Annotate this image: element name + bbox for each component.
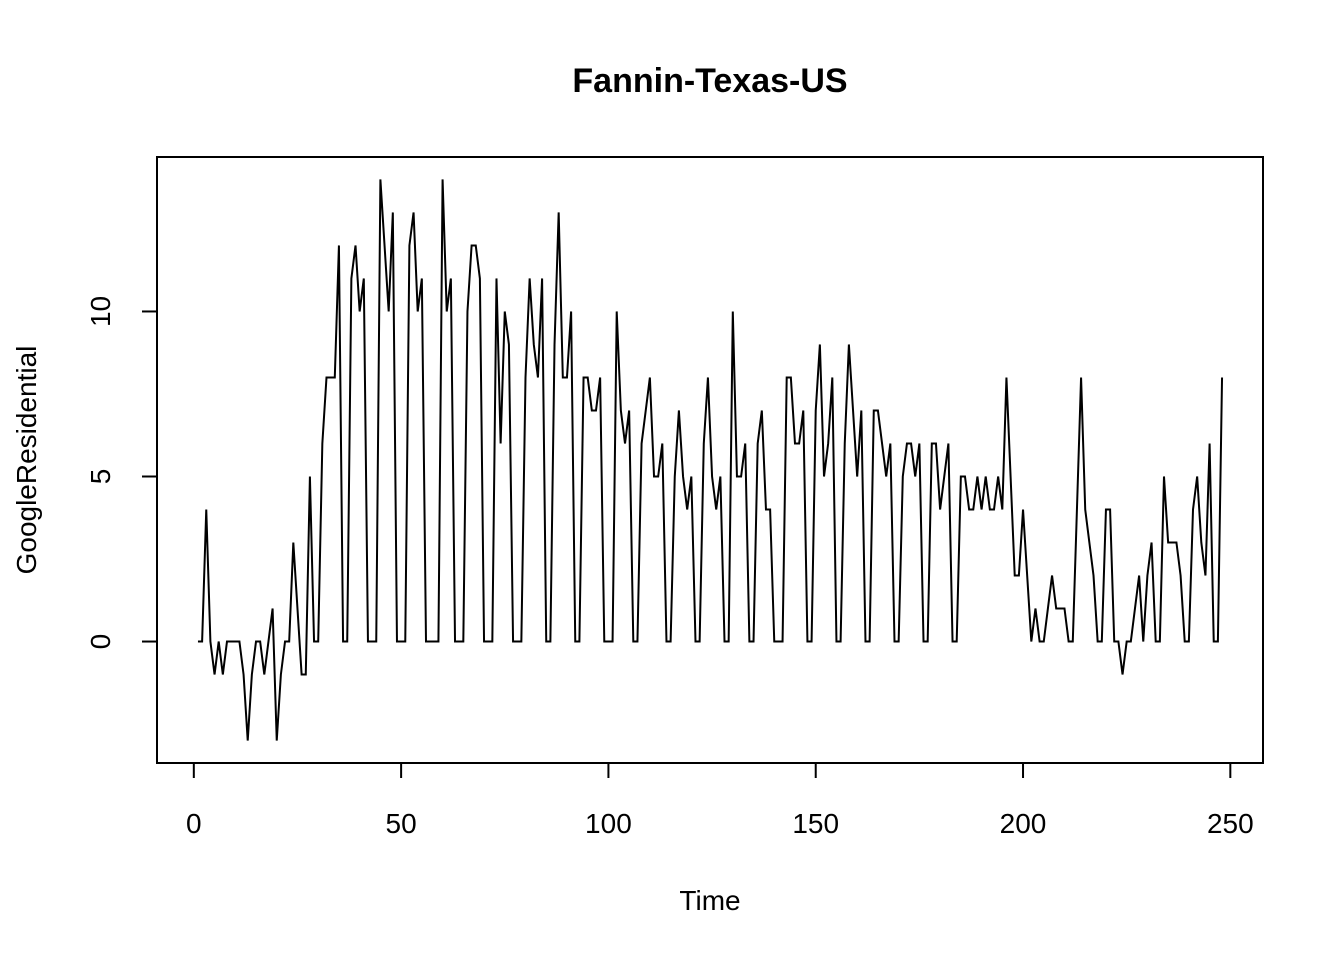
x-tick-label: 0: [186, 808, 202, 839]
x-tick-label: 50: [386, 808, 417, 839]
x-tick-label: 250: [1207, 808, 1254, 839]
y-tick-label: 0: [85, 634, 116, 650]
data-line: [197, 179, 1224, 741]
y-tick-label: 10: [85, 296, 116, 327]
y-tick-label: 5: [85, 469, 116, 485]
x-axis-label: Time: [679, 885, 740, 916]
x-tick-label: 100: [585, 808, 632, 839]
x-tick-label: 150: [792, 808, 839, 839]
y-axis-label: GoogleResidential: [11, 346, 42, 575]
chart-title: Fannin-Texas-US: [572, 62, 847, 100]
x-tick-label: 200: [1000, 808, 1047, 839]
